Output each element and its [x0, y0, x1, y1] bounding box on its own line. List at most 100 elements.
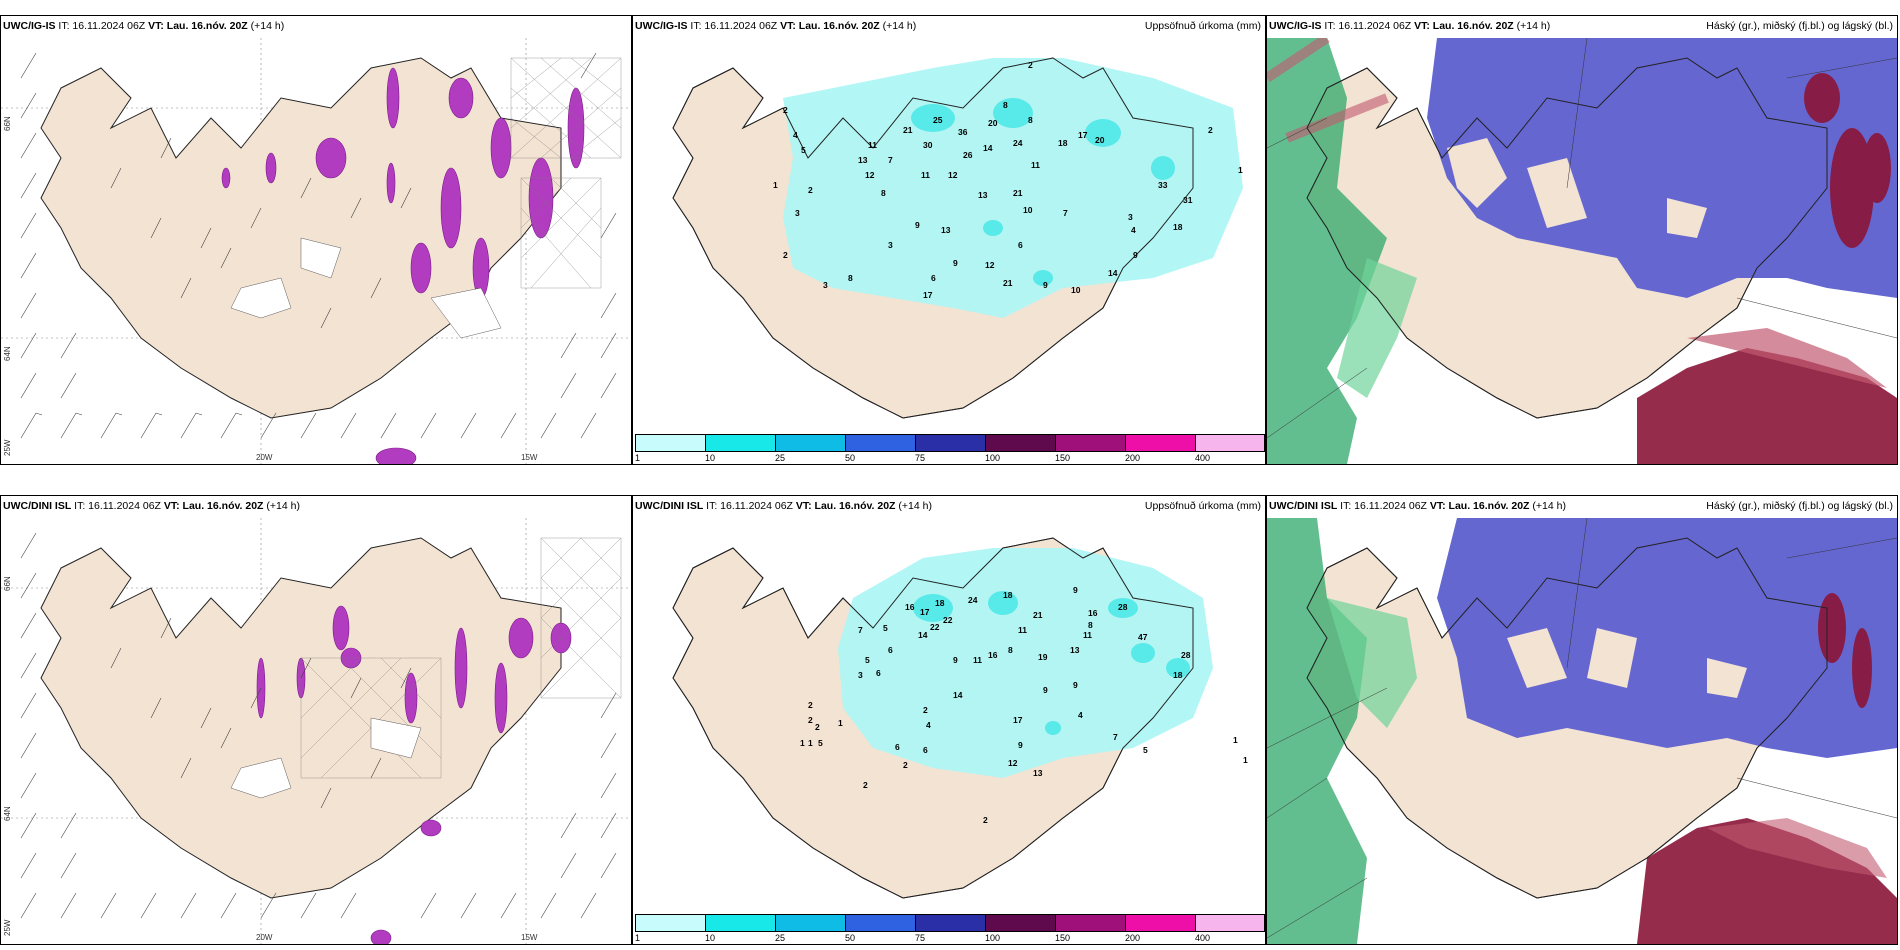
svg-text:25: 25	[933, 115, 943, 125]
panel-header: UWC/IG-IS IT: 16.11.2024 06Z VT: Lau. 16…	[635, 20, 917, 32]
colorbar-bin	[1055, 914, 1125, 932]
svg-text:31: 31	[1183, 195, 1193, 205]
svg-text:9: 9	[1018, 740, 1023, 750]
svg-text:20: 20	[988, 118, 998, 128]
colorbar-bin	[775, 434, 845, 452]
panel-header: UWC/DINI ISL IT: 16.11.2024 06Z VT: Lau.…	[1269, 500, 1566, 512]
svg-text:28: 28	[1118, 602, 1128, 612]
svg-text:9: 9	[953, 258, 958, 268]
svg-text:13: 13	[1070, 645, 1080, 655]
colorbar-label: 1	[635, 453, 641, 463]
svg-text:9: 9	[1133, 250, 1138, 260]
colorbar-label: 50	[845, 453, 856, 463]
lat-label-64n: 64N	[3, 806, 12, 821]
precip-panel-row1: UWC/IG-IS IT: 16.11.2024 06Z VT: Lau. 16…	[632, 15, 1266, 465]
svg-text:6: 6	[931, 273, 936, 283]
svg-text:16: 16	[1088, 608, 1098, 618]
wind-panel-row2: UWC/DINI ISL IT: 16.11.2024 06Z VT: Lau.…	[0, 495, 632, 945]
colorbar-label: 10	[705, 933, 716, 943]
svg-text:8: 8	[848, 273, 853, 283]
low-cloud-area	[1637, 348, 1897, 464]
colorbar-label: 25	[775, 453, 786, 463]
low-cloud-area-2	[1707, 818, 1887, 878]
precip-title: Uppsöfnuð úrkoma (mm)	[1144, 500, 1261, 512]
svg-text:18: 18	[1058, 138, 1068, 148]
colorbar-bin	[845, 914, 915, 932]
svg-text:10: 10	[1023, 205, 1033, 215]
svg-text:28: 28	[1181, 650, 1191, 660]
mid-cloud-area-2	[1327, 598, 1417, 728]
lat-label-66n: 66N	[3, 576, 12, 591]
cloud-title: Háský (gr.), miðský (fj.bl.) og lágský (…	[1706, 20, 1893, 32]
svg-text:11: 11	[921, 170, 930, 180]
colorbar-bin	[1125, 914, 1195, 932]
lat-label-66n: 66N	[3, 116, 12, 131]
colorbar-label: 25	[775, 933, 786, 943]
svg-text:9: 9	[1073, 585, 1078, 595]
svg-text:12: 12	[985, 260, 995, 270]
precip-map: 2 4 5 1 2 3 2 11 13 12 8 7 21 30 25 36 2…	[633, 38, 1265, 448]
svg-text:12: 12	[1008, 758, 1018, 768]
colorbar-bin	[915, 434, 985, 452]
svg-text:17: 17	[1013, 715, 1023, 725]
svg-text:13: 13	[978, 190, 988, 200]
svg-text:3: 3	[858, 670, 863, 680]
precip-colorbar	[635, 914, 1265, 934]
cloud-panel-row1: UWC/IG-IS IT: 16.11.2024 06Z VT: Lau. 16…	[1266, 15, 1898, 465]
svg-text:33: 33	[1158, 180, 1168, 190]
svg-text:4: 4	[793, 130, 798, 140]
svg-text:6: 6	[888, 645, 893, 655]
colorbar-bin	[985, 434, 1055, 452]
wind-map	[1, 38, 631, 464]
svg-text:2: 2	[903, 760, 908, 770]
svg-text:5: 5	[865, 655, 870, 665]
svg-text:14: 14	[983, 143, 993, 153]
colorbar-label: 200	[1125, 453, 1141, 463]
svg-text:1: 1	[800, 738, 805, 748]
svg-text:7: 7	[1063, 208, 1068, 218]
svg-text:18: 18	[935, 598, 945, 608]
mid-cloud-area	[1267, 38, 1387, 464]
precip-title: Uppsöfnuð úrkoma (mm)	[1144, 20, 1261, 32]
svg-text:11: 11	[1018, 625, 1027, 635]
colorbar-label: 10	[705, 453, 716, 463]
svg-text:4: 4	[1131, 225, 1136, 235]
svg-text:13: 13	[1033, 768, 1043, 778]
svg-text:1: 1	[773, 180, 778, 190]
svg-text:21: 21	[1003, 278, 1013, 288]
lon-label-25w: 25W	[3, 439, 12, 456]
svg-text:7: 7	[858, 625, 863, 635]
svg-text:7: 7	[1113, 732, 1118, 742]
colorbar-bin	[1055, 434, 1125, 452]
svg-text:19: 19	[1038, 652, 1048, 662]
svg-text:30: 30	[923, 140, 933, 150]
lon-label-20w: 20W	[256, 933, 273, 942]
svg-text:20: 20	[1095, 135, 1105, 145]
colorbar-labels: 1 10 25 50 75 100 150 200 400	[635, 933, 1265, 944]
svg-text:6: 6	[1018, 240, 1023, 250]
svg-text:22: 22	[930, 622, 940, 632]
svg-text:3: 3	[823, 280, 828, 290]
svg-text:8: 8	[1088, 620, 1093, 630]
svg-text:12: 12	[948, 170, 958, 180]
colorbar-label: 75	[915, 453, 926, 463]
svg-text:8: 8	[1028, 115, 1033, 125]
svg-text:8: 8	[1003, 100, 1008, 110]
low-cloud-area	[1637, 818, 1897, 944]
svg-text:6: 6	[895, 742, 900, 752]
lat-label-64n: 64N	[3, 346, 12, 361]
svg-text:3: 3	[888, 240, 893, 250]
high-cloud-area	[1427, 38, 1897, 298]
svg-text:18: 18	[1003, 590, 1013, 600]
svg-text:4: 4	[1078, 710, 1083, 720]
wind-map	[1, 518, 631, 944]
svg-text:17: 17	[920, 607, 930, 617]
svg-text:3: 3	[795, 208, 800, 218]
svg-text:6: 6	[923, 745, 928, 755]
mid-cloud-area-2	[1337, 258, 1417, 398]
panel-header: UWC/DINI ISL IT: 16.11.2024 06Z VT: Lau.…	[635, 500, 932, 512]
cloud-panel-row2: UWC/DINI ISL IT: 16.11.2024 06Z VT: Lau.…	[1266, 495, 1898, 945]
colorbar-label: 50	[845, 933, 856, 943]
svg-text:5: 5	[801, 145, 806, 155]
svg-text:14: 14	[1108, 268, 1118, 278]
